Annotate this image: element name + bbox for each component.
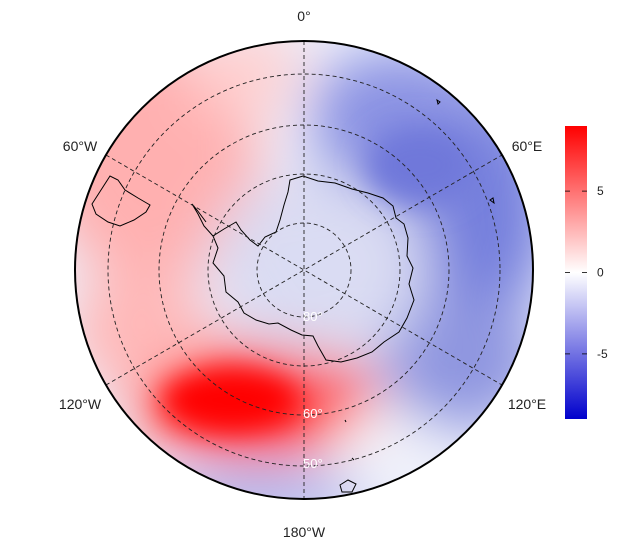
meridian-60w-120e: [105, 154, 503, 386]
lat-label-50: 50°: [303, 456, 323, 471]
lat-label-60: 60°: [303, 406, 323, 421]
lon-label-180w: 180°W: [283, 524, 326, 540]
colorbar-tick-label: 0: [597, 266, 604, 280]
antarctic-peninsula-outline: [191, 203, 214, 237]
colorbar-ticks: 5 0 -5: [565, 184, 608, 361]
lon-label-120e: 120°E: [508, 396, 546, 412]
colorbar: 5 0 -5: [565, 126, 608, 419]
coastlines: [91, 98, 495, 493]
lon-label-60w: 60°W: [63, 138, 98, 154]
anomaly-field: [75, 41, 533, 499]
colorbar-tick-label: 5: [597, 184, 604, 198]
lon-label-60e: 60°E: [512, 138, 543, 154]
antarctica-outline: [212, 175, 415, 363]
lat-label-80: 80°: [303, 309, 323, 324]
lon-label-120w: 120°W: [59, 396, 102, 412]
colorbar-tick-label: -5: [597, 347, 608, 361]
graticule: [105, 41, 503, 499]
new-zealand-outline: [339, 479, 357, 493]
colorbar-gradient: [565, 126, 587, 419]
map-boundary: [74, 40, 534, 500]
lat-circle-50: [107, 73, 501, 467]
south-america-outline: [91, 175, 151, 227]
meridian-120w-60e: [105, 154, 503, 386]
lon-label-0: 0°: [297, 8, 310, 24]
